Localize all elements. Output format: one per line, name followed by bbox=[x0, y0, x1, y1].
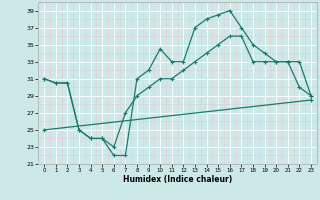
X-axis label: Humidex (Indice chaleur): Humidex (Indice chaleur) bbox=[123, 175, 232, 184]
